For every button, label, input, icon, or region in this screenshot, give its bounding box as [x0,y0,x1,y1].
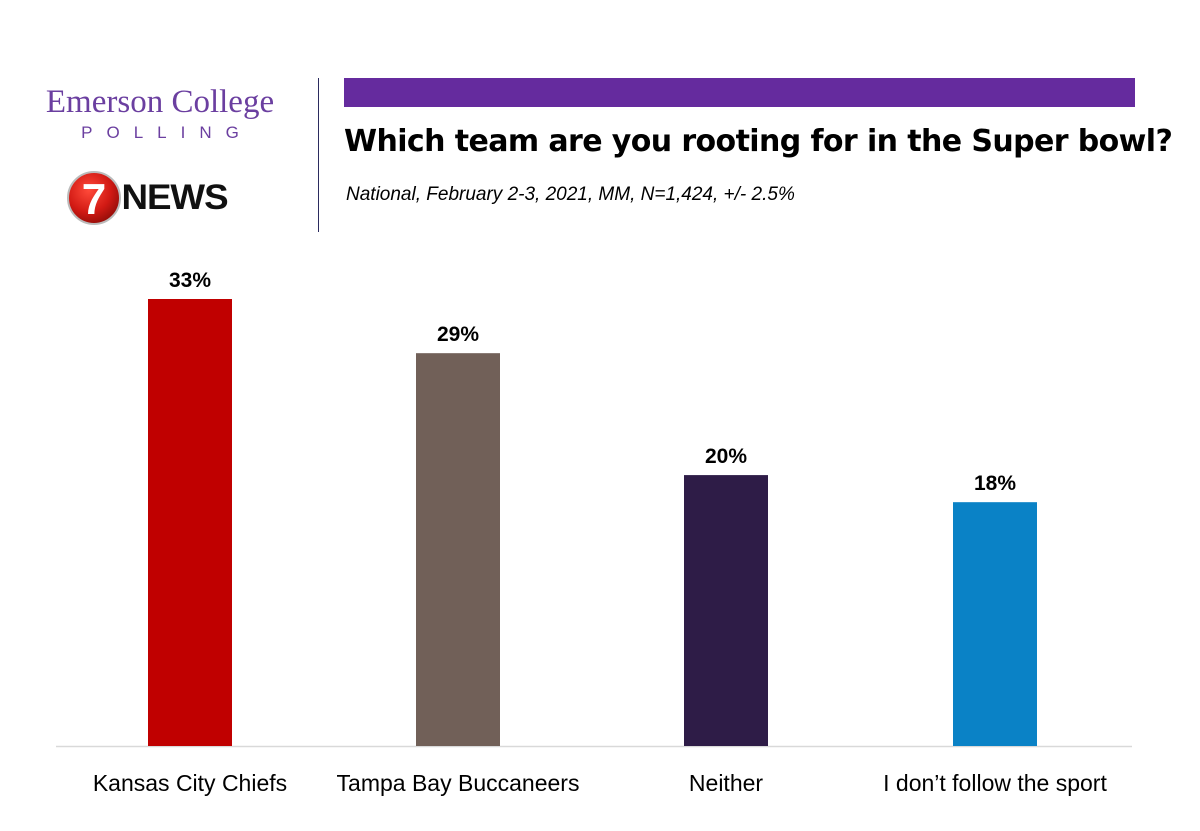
accent-bar [344,78,1135,107]
chart-subtitle: National, February 2-3, 2021, MM, N=1,42… [346,184,795,205]
seven-digit: 7 [82,175,106,224]
header-divider [318,78,319,232]
value-label-2: 20% [705,445,747,468]
bar-0 [148,299,232,746]
category-label-1: Tampa Bay Buccaneers [337,770,580,796]
7news-logo: 7 NEWS [66,170,229,226]
brand-name: Emerson College [45,84,275,120]
bar-1 [416,353,500,746]
emerson-college-polling-logo: Emerson College POLLING 7 NEWS [22,84,298,225]
brand-subtitle: POLLING [81,123,253,142]
category-label-0: Kansas City Chiefs [93,770,287,796]
news-word: NEWS [121,178,228,217]
value-label-3: 18% [974,472,1016,495]
seven-badge-icon: 7 [67,171,121,225]
bar-2 [684,475,768,746]
value-label-0: 33% [169,269,211,292]
category-label-3: I don’t follow the sport [883,770,1107,796]
bar-3 [953,502,1037,746]
value-label-1: 29% [437,323,479,346]
chart-title: Which team are you rooting for in the Su… [344,124,1173,159]
category-label-2: Neither [689,770,763,796]
